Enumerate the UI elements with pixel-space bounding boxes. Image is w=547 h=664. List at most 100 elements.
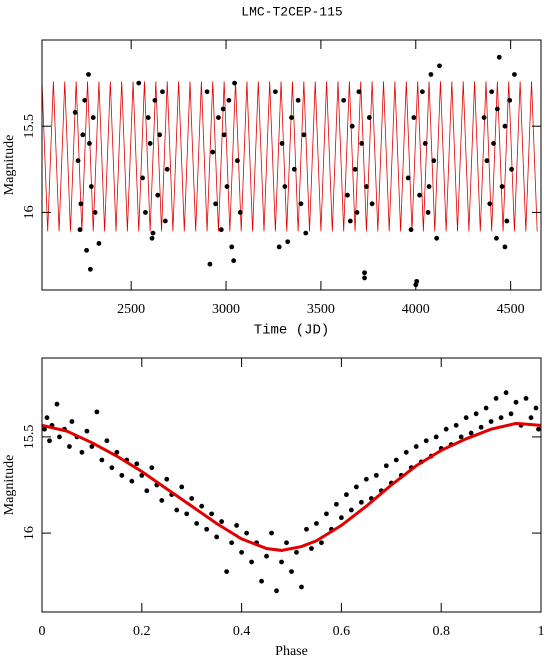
data-point: [289, 569, 294, 574]
data-point: [104, 438, 110, 444]
data-point: [463, 415, 469, 421]
data-point: [145, 115, 151, 120]
data-point: [324, 511, 329, 517]
data-point: [237, 210, 243, 215]
data-point: [216, 115, 221, 120]
data-point: [84, 247, 89, 253]
data-point: [150, 230, 156, 236]
data-point: [536, 426, 541, 432]
data-point: [523, 396, 529, 401]
data-point: [160, 89, 165, 95]
x-tick-label: 2500: [117, 302, 145, 317]
data-point: [373, 472, 379, 478]
data-point: [96, 241, 102, 246]
data-point: [369, 201, 375, 207]
data-point: [533, 405, 539, 411]
data-point: [67, 444, 72, 449]
data-point: [343, 492, 349, 498]
data-point: [144, 488, 150, 494]
data-point: [219, 519, 225, 524]
data-point: [147, 141, 153, 146]
data-point: [334, 501, 339, 507]
data-point: [276, 244, 282, 250]
data-point: [339, 515, 344, 521]
data-point: [134, 461, 140, 467]
data-point: [284, 540, 289, 546]
data-point: [209, 511, 215, 517]
data-point: [319, 540, 324, 546]
data-point: [87, 141, 92, 146]
data-point: [362, 275, 367, 281]
data-point: [478, 424, 484, 430]
y-tick-label: 16: [22, 205, 37, 219]
data-point: [184, 511, 190, 517]
data-point: [512, 72, 517, 77]
x-tick-label: 4500: [497, 302, 525, 317]
y-tick-label: 15.5: [22, 425, 37, 450]
data-point: [207, 261, 213, 267]
data-point: [204, 526, 210, 532]
data-point: [136, 80, 142, 86]
data-point: [269, 530, 274, 536]
data-point: [92, 210, 98, 215]
data-point: [289, 115, 294, 120]
data-point: [157, 132, 163, 138]
data-point: [494, 106, 500, 112]
data-point: [437, 63, 442, 69]
data-point: [155, 192, 161, 198]
x-tick-label: 4000: [402, 302, 430, 317]
data-point: [174, 507, 180, 513]
data-point: [414, 278, 420, 284]
data-point: [88, 184, 94, 189]
x-tick-label: 1: [538, 624, 545, 639]
data-point: [314, 521, 319, 526]
data-point: [199, 503, 205, 509]
data-point: [433, 434, 439, 440]
data-point: [234, 523, 240, 528]
data-point: [82, 97, 88, 103]
data-point: [299, 584, 304, 590]
data-point: [489, 89, 495, 95]
data-point: [77, 227, 83, 233]
data-point: [42, 426, 47, 432]
data-point: [484, 158, 490, 164]
data-point: [513, 399, 519, 405]
model-curve: [42, 421, 541, 552]
data-point: [428, 72, 434, 77]
data-point: [408, 227, 414, 233]
data-point: [259, 578, 264, 584]
data-point: [393, 457, 399, 463]
plot-frame: [41, 357, 542, 613]
data-point: [189, 496, 195, 501]
data-point: [84, 428, 90, 434]
data-point: [417, 192, 422, 198]
data-point: [152, 97, 158, 103]
data-point: [143, 210, 148, 215]
data-point: [503, 390, 509, 396]
data-point: [309, 546, 314, 551]
data-point: [149, 235, 155, 241]
data-point: [403, 449, 409, 455]
data-point: [235, 158, 240, 164]
data-point: [473, 411, 479, 417]
data-point: [229, 540, 235, 546]
data-point: [362, 270, 367, 276]
data-point: [364, 184, 369, 189]
data-point: [194, 521, 200, 526]
data-point: [279, 141, 285, 146]
data-point: [231, 258, 237, 264]
data-point: [226, 97, 232, 103]
y-tick-label: 15.5: [22, 114, 37, 139]
x-tick-label: 0.8: [432, 624, 450, 639]
data-point: [502, 123, 508, 129]
data-point: [78, 201, 84, 207]
data-point: [291, 166, 297, 172]
data-point: [504, 218, 510, 224]
data-point: [356, 89, 362, 95]
data-point: [282, 184, 288, 189]
data-point: [496, 54, 502, 60]
x-axis-label: Phase: [275, 644, 308, 659]
data-point: [87, 266, 93, 272]
data-point: [294, 549, 299, 555]
data-point: [458, 434, 464, 440]
